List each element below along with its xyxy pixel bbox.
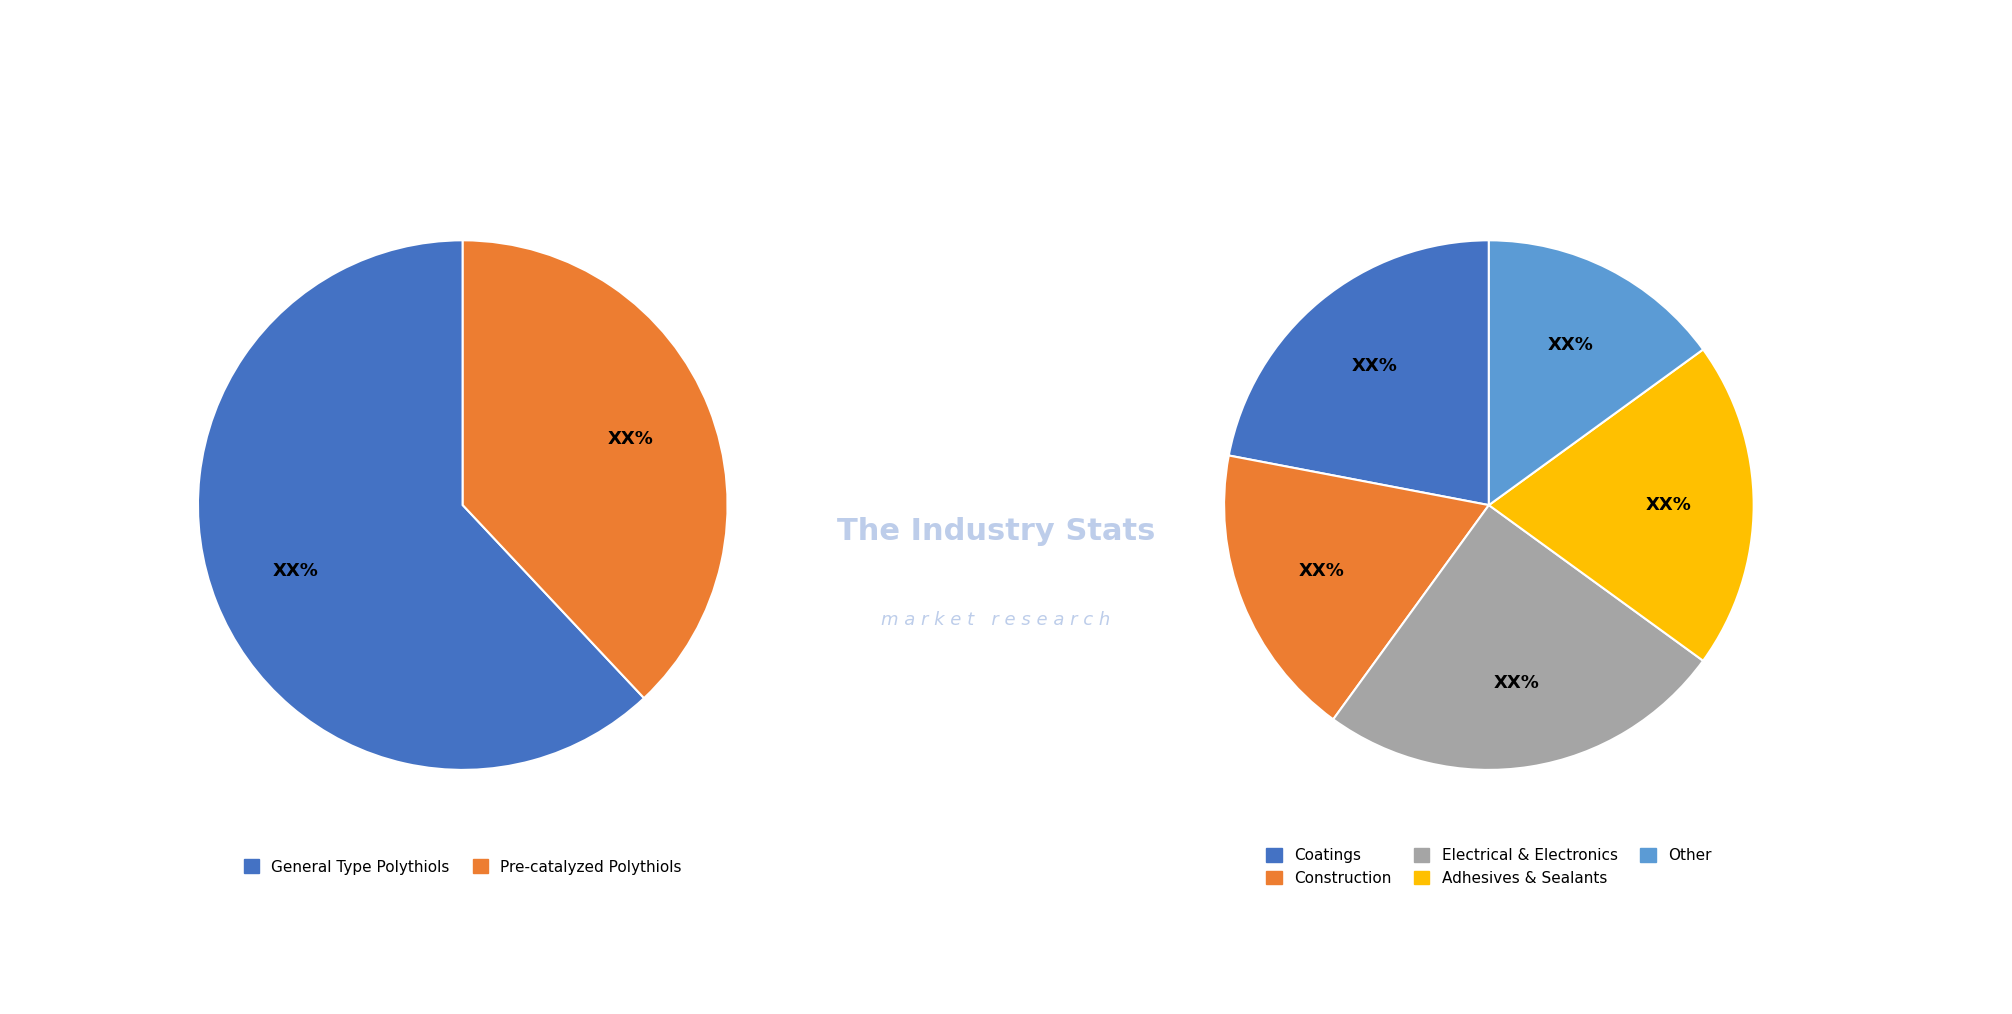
Wedge shape (197, 240, 644, 770)
Wedge shape (1489, 350, 1754, 661)
Text: Source: Theindustrystats Analysis: Source: Theindustrystats Analysis (24, 968, 318, 984)
Wedge shape (1489, 240, 1702, 505)
Text: XX%: XX% (1352, 357, 1396, 375)
Wedge shape (1229, 240, 1489, 505)
Wedge shape (1223, 455, 1489, 719)
Legend: General Type Polythiols, Pre-catalyzed Polythiols: General Type Polythiols, Pre-catalyzed P… (237, 854, 688, 880)
Text: XX%: XX% (608, 430, 654, 448)
Text: XX%: XX% (1495, 674, 1539, 692)
Text: XX%: XX% (1547, 336, 1594, 354)
Text: m a r k e t   r e s e a r c h: m a r k e t r e s e a r c h (881, 611, 1111, 629)
Text: Website: www.theindustrystats.com: Website: www.theindustrystats.com (1676, 968, 1988, 984)
Wedge shape (463, 240, 728, 698)
Text: Fig. Global Polythiols Market Share by Product Types & Application: Fig. Global Polythiols Market Share by P… (24, 40, 807, 64)
Text: XX%: XX% (272, 563, 318, 580)
Text: The Industry Stats: The Industry Stats (837, 517, 1155, 546)
Text: Email: sales@theindustrystats.com: Email: sales@theindustrystats.com (855, 968, 1157, 984)
Text: XX%: XX% (1646, 496, 1692, 514)
Text: XX%: XX% (1298, 563, 1344, 580)
Wedge shape (1334, 505, 1702, 770)
Legend: Coatings, Construction, Electrical & Electronics, Adhesives & Sealants, Other: Coatings, Construction, Electrical & Ele… (1260, 842, 1718, 892)
